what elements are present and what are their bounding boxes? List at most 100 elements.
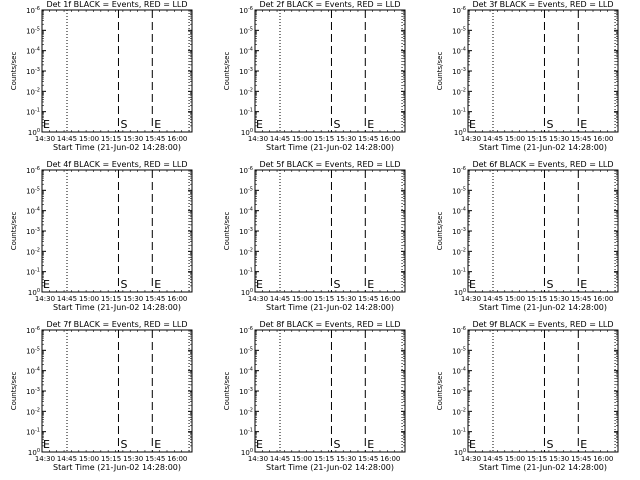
x-tick-label: 16:00 (593, 135, 613, 143)
event-marker-E: E (469, 438, 476, 451)
x-tick-label: 15:15 (101, 455, 121, 463)
y-tick-label: 10-5 (239, 186, 253, 195)
panel-title: Det 9f BLACK = Events, RED = LLD (472, 320, 613, 329)
y-tick-label: 10-3 (452, 67, 466, 76)
x-tick-label: 15:45 (358, 135, 378, 143)
x-tick-label: 14:45 (270, 455, 290, 463)
y-tick-label: 10-1 (239, 108, 253, 117)
panel-title: Det 5f BLACK = Events, RED = LLD (259, 160, 400, 169)
y-tick-label: 100 (28, 448, 40, 457)
y-tick-label: 10-1 (26, 268, 40, 277)
y-tick-label: 10-4 (26, 207, 40, 216)
event-marker-S: S (120, 118, 127, 131)
y-tick-label: 10-6 (239, 326, 253, 335)
x-tick-label: 15:45 (145, 455, 165, 463)
y-tick-label: 100 (454, 128, 466, 137)
x-tick-label: 15:30 (336, 455, 356, 463)
y-tick-label: 10-1 (26, 428, 40, 437)
panel-title: Det 3f BLACK = Events, RED = LLD (472, 0, 613, 9)
event-marker-E: E (154, 278, 161, 291)
x-tick-label: 15:45 (358, 455, 378, 463)
x-axis-label: Start Time (21-Jun-02 14:28:00) (53, 463, 181, 472)
y-tick-label: 10-6 (452, 166, 466, 175)
x-tick-label: 15:15 (527, 455, 547, 463)
y-tick-label: 10-4 (452, 367, 466, 376)
x-tick-label: 14:45 (57, 135, 77, 143)
x-tick-label: 14:45 (57, 295, 77, 303)
y-tick-label: 10-5 (452, 26, 466, 35)
y-tick-label: 10-5 (452, 346, 466, 355)
x-axis-label: Start Time (21-Jun-02 14:28:00) (266, 463, 394, 472)
panel-title: Det 1f BLACK = Events, RED = LLD (46, 0, 187, 9)
y-tick-label: 10-2 (452, 407, 466, 416)
y-axis-label: Counts/sec (436, 212, 444, 251)
y-tick-label: 10-5 (26, 26, 40, 35)
event-marker-E: E (256, 438, 263, 451)
panel-title: Det 6f BLACK = Events, RED = LLD (472, 160, 613, 169)
x-axis-label: Start Time (21-Jun-02 14:28:00) (479, 143, 607, 152)
x-tick-label: 15:00 (292, 455, 312, 463)
x-tick-label: 16:00 (380, 455, 400, 463)
y-tick-label: 100 (28, 128, 40, 137)
x-axis-label: Start Time (21-Jun-02 14:28:00) (53, 303, 181, 312)
x-tick-label: 15:00 (292, 295, 312, 303)
y-axis-label: Counts/sec (436, 372, 444, 411)
x-tick-label: 15:30 (549, 135, 569, 143)
x-tick-label: 16:00 (167, 295, 187, 303)
y-tick-label: 10-2 (26, 87, 40, 96)
y-tick-label: 10-5 (239, 346, 253, 355)
x-axis-label: Start Time (21-Jun-02 14:28:00) (479, 303, 607, 312)
x-tick-label: 16:00 (593, 295, 613, 303)
detector-panel-1: Det 1f BLACK = Events, RED = LLD 100 10-1 1… (10, 0, 193, 152)
y-tick-label: 10-5 (26, 346, 40, 355)
detector-panel-2: Det 2f BLACK = Events, RED = LLD 100 10-1 1… (223, 0, 406, 152)
y-tick-label: 100 (454, 288, 466, 297)
x-tick-label: 14:30 (35, 135, 55, 143)
event-marker-E: E (256, 278, 263, 291)
x-tick-label: 15:15 (527, 295, 547, 303)
event-marker-E: E (580, 438, 587, 451)
x-tick-label: 14:30 (461, 295, 481, 303)
x-tick-label: 14:30 (35, 295, 55, 303)
x-tick-label: 15:30 (336, 135, 356, 143)
x-tick-label: 15:15 (314, 455, 334, 463)
event-marker-E: E (367, 118, 374, 131)
x-tick-label: 15:45 (145, 135, 165, 143)
y-tick-label: 10-3 (239, 227, 253, 236)
y-tick-label: 10-2 (239, 407, 253, 416)
y-tick-label: 100 (28, 288, 40, 297)
x-tick-label: 14:30 (461, 455, 481, 463)
y-tick-label: 10-2 (452, 247, 466, 256)
x-axis-label: Start Time (21-Jun-02 14:28:00) (53, 143, 181, 152)
y-tick-label: 10-3 (26, 227, 40, 236)
y-tick-label: 10-2 (26, 407, 40, 416)
event-marker-S: S (333, 278, 340, 291)
x-tick-label: 14:30 (35, 455, 55, 463)
x-axis-label: Start Time (21-Jun-02 14:28:00) (266, 303, 394, 312)
event-marker-S: S (546, 438, 553, 451)
x-tick-label: 15:15 (101, 135, 121, 143)
y-tick-label: 10-4 (452, 207, 466, 216)
x-tick-label: 15:00 (505, 135, 525, 143)
x-tick-label: 15:00 (505, 455, 525, 463)
event-marker-E: E (256, 118, 263, 131)
y-axis-label: Counts/sec (10, 212, 18, 251)
x-tick-label: 14:30 (248, 455, 268, 463)
x-tick-label: 15:45 (571, 295, 591, 303)
event-marker-S: S (120, 278, 127, 291)
plot-frame (41, 329, 193, 453)
y-tick-label: 100 (241, 128, 253, 137)
y-tick-label: 10-6 (452, 6, 466, 15)
event-marker-E: E (469, 278, 476, 291)
y-tick-label: 10-3 (239, 67, 253, 76)
y-tick-label: 10-3 (239, 387, 253, 396)
event-marker-E: E (580, 278, 587, 291)
x-tick-label: 15:30 (123, 135, 143, 143)
y-tick-label: 10-1 (26, 108, 40, 117)
plot-frame (254, 9, 406, 133)
y-tick-label: 10-5 (452, 186, 466, 195)
x-axis-label: Start Time (21-Jun-02 14:28:00) (266, 143, 394, 152)
x-tick-label: 15:30 (123, 455, 143, 463)
x-tick-label: 15:15 (314, 295, 334, 303)
